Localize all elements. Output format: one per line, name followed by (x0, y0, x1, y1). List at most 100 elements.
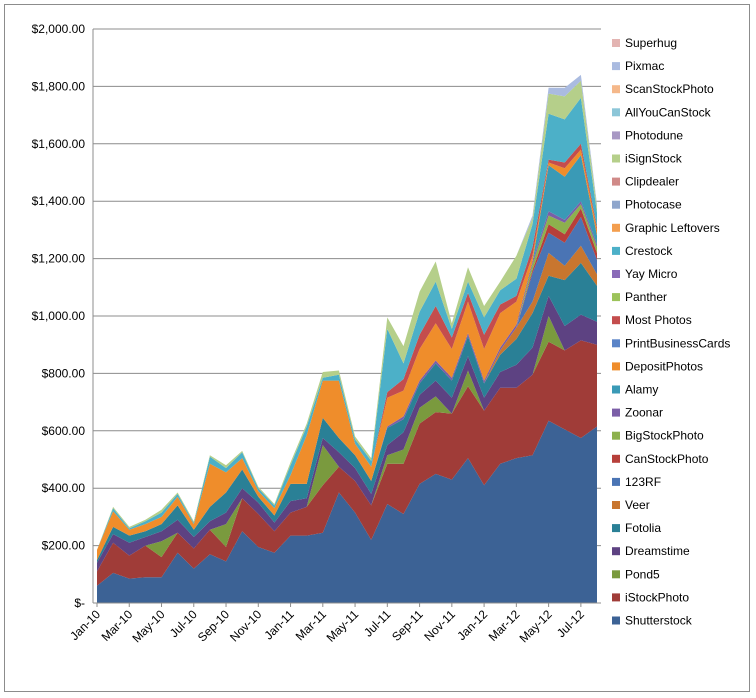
legend-item: Dreamstime (612, 544, 690, 558)
legend-swatch (612, 593, 620, 602)
legend: Superhug Pixmac ScanStockPhoto AllYouCanSto… (612, 36, 730, 628)
legend-label: Zoonar (625, 406, 663, 420)
legend-item: Photocase (612, 198, 682, 212)
legend-label: ScanStockPhoto (625, 82, 714, 96)
legend-item: BigStockPhoto (612, 429, 704, 443)
x-tick-label: Nov-10 (227, 607, 264, 644)
legend-item: DepositPhotos (612, 359, 703, 373)
legend-swatch (612, 431, 620, 440)
legend-label: Most Photos (625, 313, 692, 327)
legend-label: Alamy (625, 383, 658, 397)
legend-item: Veer (612, 498, 650, 512)
legend-swatch (612, 108, 620, 117)
legend-label: Graphic Leftovers (625, 221, 720, 235)
legend-item: Graphic Leftovers (612, 221, 720, 235)
legend-item: AllYouCanStock (612, 105, 712, 119)
series-area-crestock (97, 97, 597, 550)
x-tick-label: Sep-11 (389, 607, 426, 644)
legend-label: 123RF (625, 475, 661, 489)
y-tick-label: $1,800.00 (32, 79, 86, 93)
x-tick-label: Mar-12 (486, 607, 523, 644)
legend-item: Most Photos (612, 313, 692, 327)
series-area-123rf (97, 217, 597, 560)
legend-swatch (612, 316, 620, 325)
chart-frame: $- $200.00 $400.00 $600.00 $800.00 $1,000.00 $… (4, 4, 750, 692)
legend-swatch (612, 62, 620, 71)
legend-swatch (612, 85, 620, 94)
legend-label: Yay Micro (625, 267, 678, 281)
series-area-istockphoto (97, 340, 597, 586)
legend-item: Panther (612, 290, 667, 304)
legend-item: 123RF (612, 475, 661, 489)
legend-item: Crestock (612, 244, 673, 258)
legend-label: Veer (625, 498, 650, 512)
legend-swatch (612, 570, 620, 579)
legend-label: Crestock (625, 244, 673, 258)
legend-swatch (612, 454, 620, 463)
legend-item: iSignStock (612, 152, 683, 166)
legend-swatch (612, 131, 620, 140)
legend-swatch (612, 385, 620, 394)
y-tick-label: $- (74, 596, 85, 610)
legend-item: Superhug (612, 36, 677, 50)
x-tick-label: Jan-12 (454, 607, 490, 643)
series-area-veer (97, 245, 597, 560)
legend-label: Fotolia (625, 521, 661, 535)
legend-label: Clipdealer (625, 175, 679, 189)
legend-swatch (612, 293, 620, 302)
series-area-dreamstime (97, 295, 597, 572)
y-tick-label: $800.00 (42, 366, 86, 380)
series-area-shutterstock (97, 420, 597, 603)
legend-label: Pond5 (625, 567, 660, 581)
legend-swatch (612, 200, 620, 209)
legend-swatch (612, 524, 620, 533)
series-area-alamy (97, 155, 597, 561)
legend-swatch (612, 223, 620, 232)
y-tick-label: $1,600.00 (32, 137, 86, 151)
axes (92, 29, 601, 607)
x-tick-label: Nov-11 (421, 607, 458, 644)
x-tick-label: Jul-12 (554, 607, 587, 640)
legend-item: iStockPhoto (612, 590, 689, 604)
legend-item: Fotolia (612, 521, 661, 535)
legend-swatch (612, 408, 620, 417)
legend-label: Panther (625, 290, 667, 304)
legend-item: Clipdealer (612, 175, 679, 189)
legend-swatch (612, 154, 620, 163)
legend-label: Shutterstock (625, 614, 693, 628)
legend-label: Photodune (625, 128, 683, 142)
series-area-fotolia (97, 262, 597, 563)
legend-swatch (612, 477, 620, 486)
legend-swatch (612, 501, 620, 509)
legend-swatch (612, 362, 620, 371)
legend-item: CanStockPhoto (612, 452, 709, 466)
legend-swatch (612, 547, 620, 556)
x-tick-label: May-11 (324, 607, 362, 645)
legend-item: ScanStockPhoto (612, 82, 714, 96)
legend-label: DepositPhotos (625, 359, 703, 373)
y-tick-label: $1,000.00 (32, 309, 86, 323)
legend-label: Superhug (625, 36, 677, 50)
y-axis-tick-labels: $- $200.00 $400.00 $600.00 $800.00 $1,000.00 $… (32, 22, 86, 610)
legend-label: CanStockPhoto (625, 452, 709, 466)
legend-item: Alamy (612, 383, 658, 397)
x-tick-label: Jan-10 (67, 607, 103, 643)
y-tick-label: $200.00 (42, 539, 86, 553)
legend-label: Dreamstime (625, 544, 690, 558)
legend-item: Shutterstock (612, 614, 693, 628)
legend-label: Pixmac (625, 59, 664, 73)
y-tick-label: $1,200.00 (32, 252, 86, 266)
y-tick-label: $1,400.00 (32, 194, 86, 208)
legend-label: iStockPhoto (625, 590, 689, 604)
legend-item: Pixmac (612, 59, 664, 73)
y-tick-label: $400.00 (42, 481, 86, 495)
legend-swatch (612, 339, 620, 348)
legend-item: Pond5 (612, 567, 660, 581)
legend-item: Zoonar (612, 406, 663, 420)
y-tick-label: $600.00 (42, 424, 86, 438)
series-area-pond5 (97, 316, 597, 572)
legend-label: Photocase (625, 198, 682, 212)
y-tick-label: $2,000.00 (32, 22, 86, 36)
x-tick-label: May-10 (129, 607, 167, 645)
